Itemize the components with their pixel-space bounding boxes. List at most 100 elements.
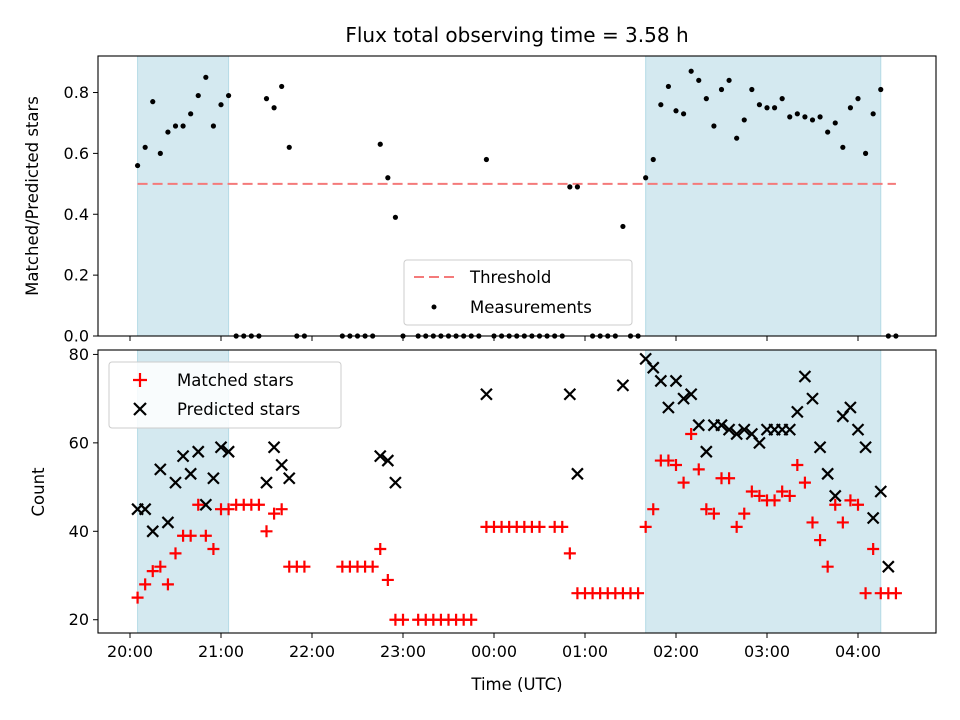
predicted-star-point (874, 485, 888, 498)
predicted-star-point (791, 405, 804, 419)
x-tick-label: 00:00 (471, 642, 517, 661)
matched-star-point (366, 560, 379, 573)
top-legend: Threshold Measurements (403, 259, 633, 326)
predicted-star-point (844, 401, 857, 414)
top-y-tick-label: 0.2 (64, 266, 89, 285)
bottom-y-tick-label: 60 (69, 433, 89, 452)
matched-star-point (783, 489, 796, 502)
measurement-point (847, 105, 854, 111)
shaded-region-2 (645, 349, 882, 634)
matched-star-point (859, 587, 872, 600)
measurement-point (165, 129, 171, 135)
measurement-point (726, 77, 732, 83)
measurement-point (703, 96, 709, 102)
predicted-star-point (389, 476, 402, 489)
shaded-region-2 (645, 55, 882, 337)
bottom-panel: 20 40 60 80 20:00 21:00 22:00 23:00 00:00 01:00 0… (29, 345, 937, 694)
measurement-point (779, 96, 785, 102)
predicted-star-point (214, 441, 228, 454)
predicted-star-point (146, 525, 160, 538)
measurement-point (673, 108, 679, 114)
measurement-point (817, 114, 823, 120)
measurement-point (787, 114, 793, 120)
measurement-point (802, 114, 808, 120)
bottom-legend-box (108, 361, 342, 429)
bottom-legend: Matched stars Predicted stars (108, 361, 342, 429)
top-y-tick-label: 0.8 (64, 83, 89, 102)
top-y-tick-label: 0.0 (64, 327, 89, 346)
measurement-points (134, 68, 899, 339)
matched-star-point (753, 489, 766, 502)
predicted-star-point (222, 445, 235, 458)
matched-star-point (791, 458, 804, 471)
predicted-star-point (730, 427, 743, 441)
matched-star-point (647, 503, 660, 516)
predicted-star-point (737, 423, 751, 436)
top-plot-frame (97, 55, 937, 337)
matched-star-point (707, 507, 720, 520)
matched-star-point (161, 578, 174, 591)
predicted-star-point (722, 423, 736, 436)
top-legend-box (403, 259, 633, 326)
bottom-y-tick-label: 40 (69, 522, 89, 541)
measurement-point (271, 105, 277, 111)
predicted-star-point (677, 392, 690, 405)
matched-star-point (260, 525, 273, 538)
predicted-star-point (480, 387, 493, 401)
measurement-point (771, 105, 778, 111)
matched-star-point (670, 458, 682, 471)
matched-star-point (738, 507, 751, 520)
matched-star-point (131, 591, 144, 604)
measurement-point (279, 83, 285, 90)
matched-star-point (192, 498, 205, 511)
matched-star-point (776, 485, 789, 498)
measurement-point (157, 150, 163, 156)
predicted-star-point (828, 489, 842, 503)
predicted-star-point (260, 476, 273, 489)
matched-star-point (889, 587, 902, 600)
measurement-point (650, 156, 656, 163)
matched-star-point (268, 507, 281, 520)
measurement-point (620, 223, 626, 230)
measurement-point (696, 77, 702, 83)
predicted-star-point (684, 387, 698, 401)
x-tick-label: 03:00 (744, 642, 790, 661)
measurement-point (680, 111, 687, 117)
predicted-star-point (571, 467, 584, 481)
matched-star-point (465, 613, 478, 626)
predicted-star-point (563, 387, 577, 401)
measurement-point (392, 214, 399, 220)
top-shaded-regions (137, 55, 882, 337)
x-tick-label: 20:00 (107, 642, 153, 661)
top-y-tick-label: 0.6 (64, 144, 89, 163)
measurement-point (210, 123, 217, 129)
predicted-star-point (851, 423, 865, 436)
measurement-point (832, 120, 838, 126)
bottom-y-axis-label: Count (29, 467, 48, 517)
matched-star-point (563, 547, 576, 560)
bottom-y-ticks: 20 40 60 80 (69, 345, 98, 629)
predicted-star-point (700, 445, 713, 458)
measurement-point (286, 144, 292, 150)
predicted-star-point (866, 511, 880, 525)
matched-stars-points (131, 428, 902, 626)
matched-star-point (844, 494, 857, 507)
legend-measurements-swatch (431, 304, 437, 310)
matched-star-point (723, 472, 736, 485)
matched-star-point (199, 529, 212, 542)
matched-star-point (298, 560, 311, 573)
measurement-point (665, 83, 672, 90)
top-y-axis-label: Matched/Predicted stars (23, 96, 42, 296)
matched-star-point (275, 503, 288, 516)
measurement-point (756, 102, 763, 108)
legend-predicted-label: Predicted stars (177, 400, 300, 419)
measurement-point (643, 175, 649, 181)
measurement-point (711, 123, 717, 129)
measurement-point (172, 123, 179, 129)
predicted-star-point (199, 498, 213, 512)
predicted-stars-points (131, 352, 895, 573)
predicted-star-point (616, 379, 630, 392)
predicted-star-point (646, 361, 660, 374)
predicted-star-point (821, 467, 834, 481)
